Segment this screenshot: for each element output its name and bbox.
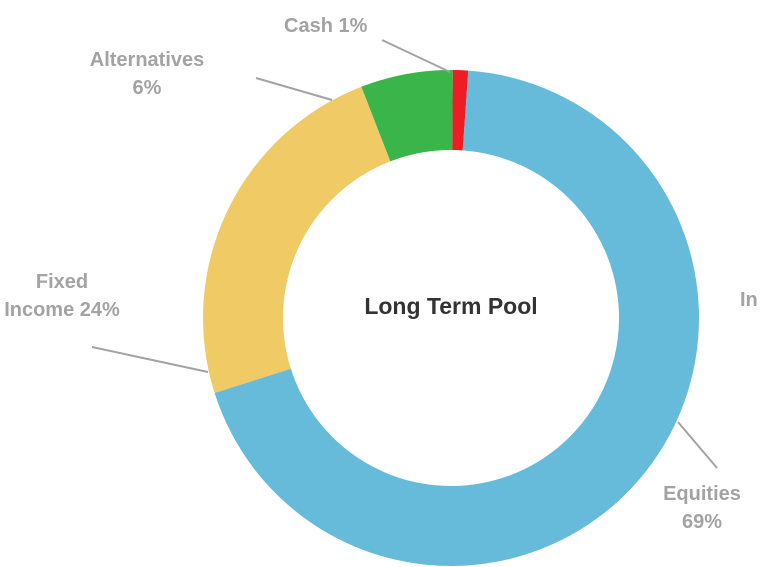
- slice-label: Cash 1%: [284, 12, 367, 40]
- slice-label: Alternatives 6%: [82, 46, 212, 102]
- category-label: Alternatives: [89, 49, 205, 71]
- leader-line: [381, 39, 451, 73]
- donut-slice: [361, 70, 453, 162]
- leader-line: [677, 421, 718, 469]
- value-label: 1%: [338, 15, 368, 37]
- category-label: Fixed Income: [4, 271, 89, 321]
- center-title: Long Term Pool: [364, 293, 538, 319]
- donut-slice: [214, 70, 699, 567]
- value-label: 24%: [79, 299, 120, 321]
- slice-label: Equities 69%: [652, 480, 752, 536]
- leader-line: [91, 346, 209, 373]
- donut-slice: [452, 70, 469, 151]
- slice-label: Fixed Income 24%: [2, 268, 122, 324]
- value-label: 69%: [681, 511, 723, 533]
- value-label: 6%: [132, 77, 162, 99]
- category-label: Equities: [663, 483, 741, 505]
- donut-slice: [203, 86, 391, 393]
- leader-line: [255, 77, 333, 101]
- annotation: In: [740, 289, 758, 311]
- category-label: Cash: [284, 15, 333, 37]
